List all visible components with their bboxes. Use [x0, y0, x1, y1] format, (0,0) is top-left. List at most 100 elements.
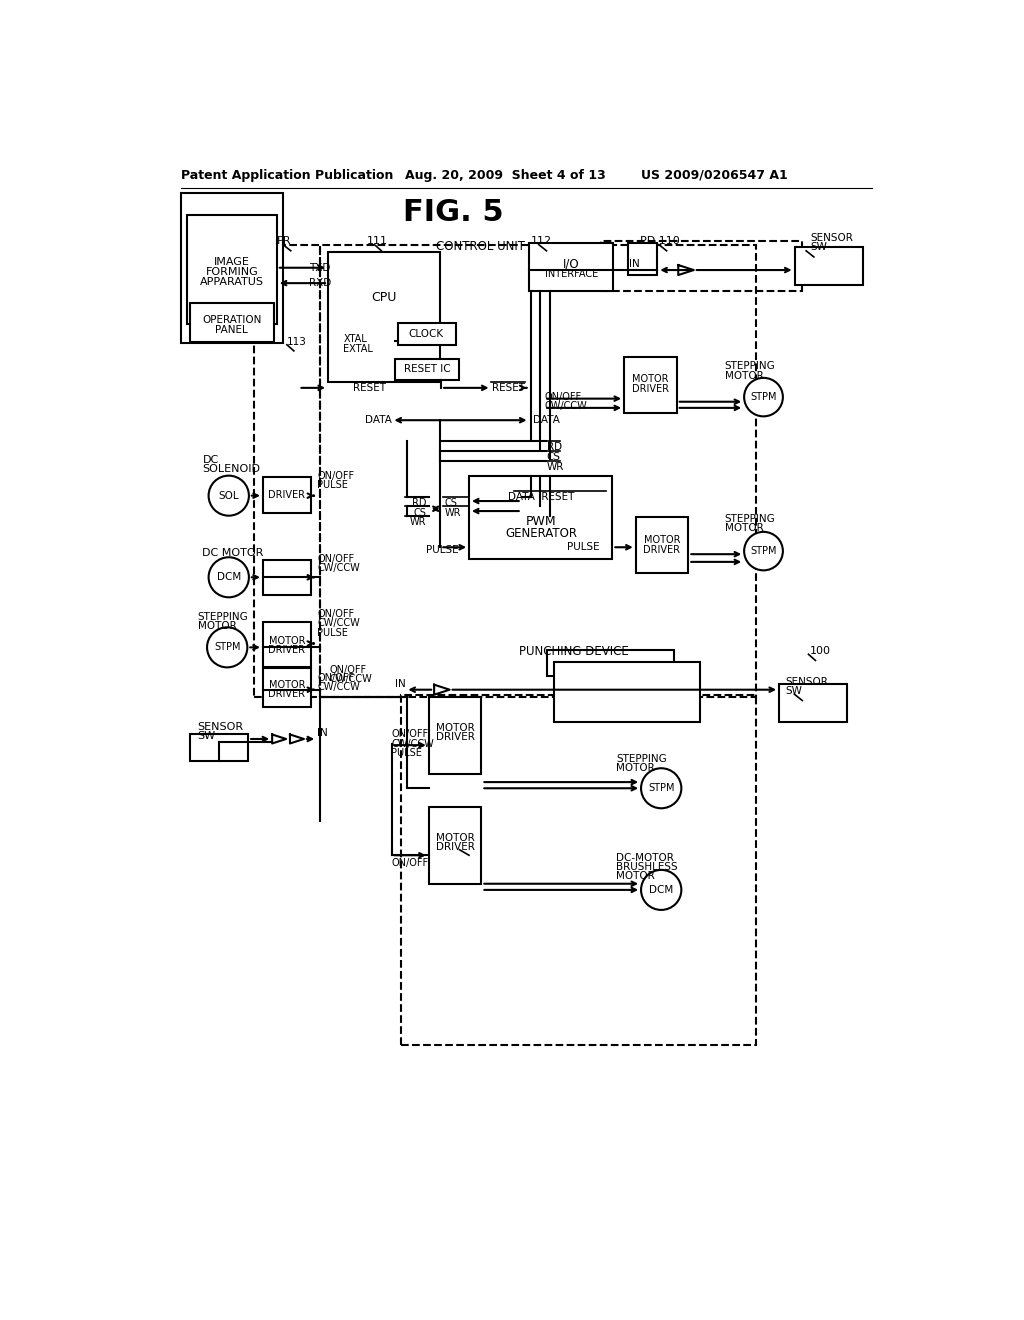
Text: GENERATOR: GENERATOR	[505, 527, 578, 540]
Text: FIG. 5: FIG. 5	[403, 198, 504, 227]
Text: STEPPING: STEPPING	[198, 611, 249, 622]
Bar	[321, 244, 756, 697]
Text: CONTROL UNIT: CONTROL UNIT	[436, 240, 525, 253]
Text: PWM: PWM	[525, 515, 556, 528]
Bar	[180, 193, 283, 343]
Text: US 2009/0206547 A1: US 2009/0206547 A1	[641, 169, 787, 182]
Text: CS: CS	[444, 499, 457, 508]
Text: SENSOR: SENSOR	[198, 722, 244, 731]
Text: EXTAL: EXTAL	[343, 343, 374, 354]
Bar	[187, 215, 276, 323]
Text: MOTOR: MOTOR	[268, 636, 305, 647]
Bar	[554, 663, 700, 722]
Text: PANEL: PANEL	[215, 325, 248, 335]
Text: MOTOR: MOTOR	[644, 535, 680, 545]
Text: ON/OFF: ON/OFF	[317, 554, 354, 564]
Text: WR: WR	[444, 508, 461, 517]
Text: ON/OFF: ON/OFF	[544, 392, 582, 403]
Text: DATA: DATA	[365, 416, 391, 425]
Bar	[624, 358, 677, 412]
Text: RESET: RESET	[493, 383, 525, 393]
Text: IN: IN	[629, 259, 640, 269]
Text: DCM: DCM	[217, 573, 241, 582]
Text: RD: RD	[412, 499, 426, 508]
Text: CW/CCW: CW/CCW	[544, 401, 587, 412]
Text: APPARATUS: APPARATUS	[200, 277, 264, 288]
Text: 100: 100	[810, 647, 831, 656]
Text: CW/CCW: CW/CCW	[330, 675, 373, 684]
Text: MOTOR: MOTOR	[632, 375, 669, 384]
Bar	[263, 622, 311, 667]
Text: CW/CCW: CW/CCW	[317, 564, 359, 573]
Text: CW/CCW: CW/CCW	[391, 739, 434, 748]
Text: MOTOR: MOTOR	[435, 723, 474, 733]
Text: XTAL: XTAL	[343, 334, 368, 345]
Bar	[636, 517, 688, 573]
Bar	[429, 807, 481, 884]
Text: CLOCK: CLOCK	[409, 329, 444, 339]
Bar	[628, 243, 657, 276]
Text: MOTOR: MOTOR	[268, 680, 305, 690]
Text: 113: 113	[287, 337, 307, 347]
Text: DC MOTOR: DC MOTOR	[203, 548, 264, 557]
Bar	[263, 478, 311, 512]
Text: SW: SW	[198, 731, 216, 741]
Text: SW: SW	[810, 242, 826, 252]
Text: SENSOR: SENSOR	[785, 677, 828, 686]
Text: PULSE: PULSE	[391, 748, 422, 758]
Text: DRIVER: DRIVER	[643, 545, 681, 554]
Circle shape	[744, 532, 783, 570]
Text: DCM: DCM	[649, 884, 674, 895]
Text: DC-MOTOR: DC-MOTOR	[616, 853, 674, 862]
Bar	[400, 696, 756, 1045]
Text: IN: IN	[394, 678, 406, 689]
Text: DRIVER: DRIVER	[632, 384, 669, 395]
Text: SOL: SOL	[218, 491, 239, 500]
Text: FORMING: FORMING	[206, 268, 258, 277]
Text: STPM: STPM	[751, 392, 777, 403]
Text: RESET: RESET	[352, 383, 386, 393]
Bar	[254, 244, 321, 697]
Bar	[190, 734, 248, 760]
Text: WR: WR	[410, 517, 426, 527]
Text: DRIVER: DRIVER	[435, 733, 474, 742]
Text: BRUSHLESS: BRUSHLESS	[616, 862, 678, 871]
Text: STEPPING: STEPPING	[616, 754, 667, 764]
Text: STEPPING: STEPPING	[725, 513, 775, 524]
Circle shape	[641, 768, 681, 808]
Circle shape	[209, 475, 249, 516]
Bar	[397, 323, 456, 345]
Text: ON/OFF: ON/OFF	[317, 673, 354, 684]
Bar	[529, 243, 613, 290]
Text: PULSE: PULSE	[426, 545, 459, 554]
Text: RESET IC: RESET IC	[403, 364, 451, 375]
Text: STEPPING: STEPPING	[725, 362, 775, 371]
Text: DATA: DATA	[532, 416, 559, 425]
Text: MOTOR: MOTOR	[616, 871, 655, 880]
Text: CW/CCW: CW/CCW	[317, 682, 359, 693]
Circle shape	[744, 378, 783, 416]
Bar	[328, 252, 440, 381]
Text: ON/OFF: ON/OFF	[317, 471, 354, 480]
Bar	[263, 668, 311, 706]
Text: MOTOR: MOTOR	[435, 833, 474, 842]
Text: MOTOR: MOTOR	[725, 523, 764, 533]
Text: STPM: STPM	[214, 643, 241, 652]
Text: SENSOR: SENSOR	[810, 232, 853, 243]
Text: STPM: STPM	[648, 783, 675, 793]
Bar	[779, 684, 847, 722]
Bar	[547, 651, 675, 676]
Text: 111: 111	[367, 236, 388, 246]
Text: RD: RD	[547, 442, 561, 453]
Bar	[263, 560, 311, 595]
Text: SW: SW	[785, 686, 802, 696]
Text: DC: DC	[203, 455, 219, 465]
Text: ON/OFF: ON/OFF	[391, 730, 429, 739]
Bar	[190, 304, 273, 342]
Text: ON/OFF: ON/OFF	[391, 858, 429, 869]
Text: RXD: RXD	[309, 279, 332, 288]
Text: PULSE: PULSE	[317, 628, 348, 638]
Text: MOTOR: MOTOR	[725, 371, 764, 380]
Text: 112: 112	[531, 236, 552, 246]
Circle shape	[207, 627, 248, 668]
